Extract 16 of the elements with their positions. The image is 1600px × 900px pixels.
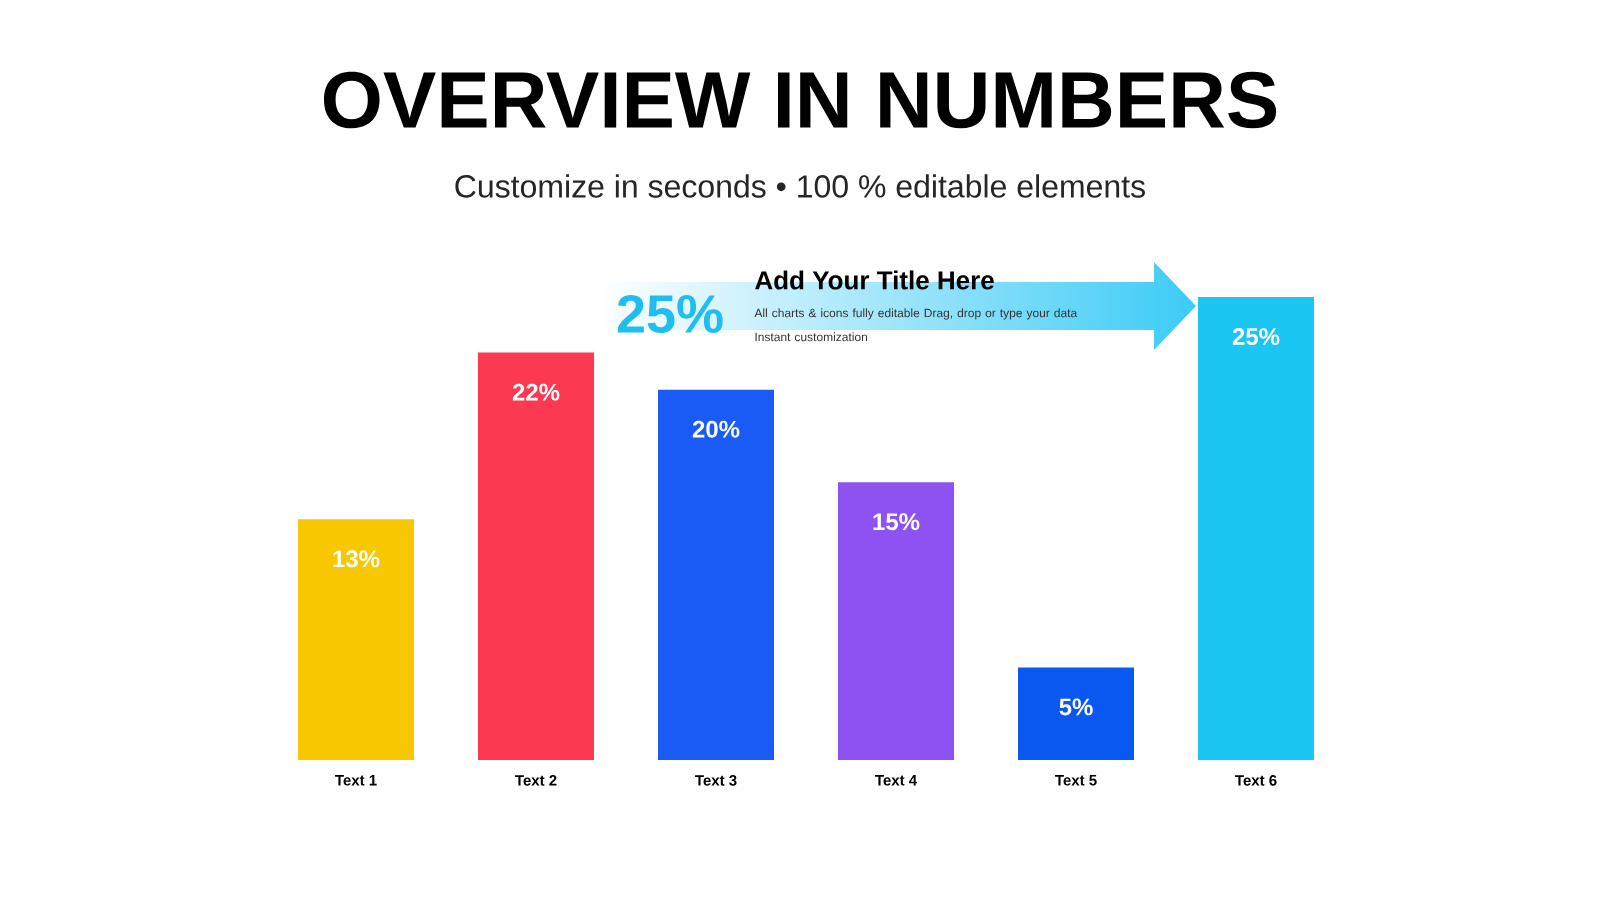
data-label: 15% xyxy=(873,513,920,531)
data-label: 13% xyxy=(333,550,380,568)
bar xyxy=(838,482,955,760)
data-label: 25% xyxy=(1232,328,1280,346)
data-label: 22% xyxy=(512,383,560,401)
bar xyxy=(1018,667,1135,760)
data-label: 5% xyxy=(1059,698,1093,716)
annotation: 25% xyxy=(617,294,723,334)
bar xyxy=(1198,297,1315,760)
data-label: 20% xyxy=(692,420,740,438)
bar xyxy=(478,352,595,760)
annotation: Add Your Title Here xyxy=(755,270,994,290)
chart-title: OVERVIEW IN NUMBERS xyxy=(323,71,1277,129)
bar xyxy=(298,519,415,760)
chart-subtitle: Customize in seconds • 100 % editable elements xyxy=(455,174,1145,198)
bar xyxy=(658,389,775,760)
